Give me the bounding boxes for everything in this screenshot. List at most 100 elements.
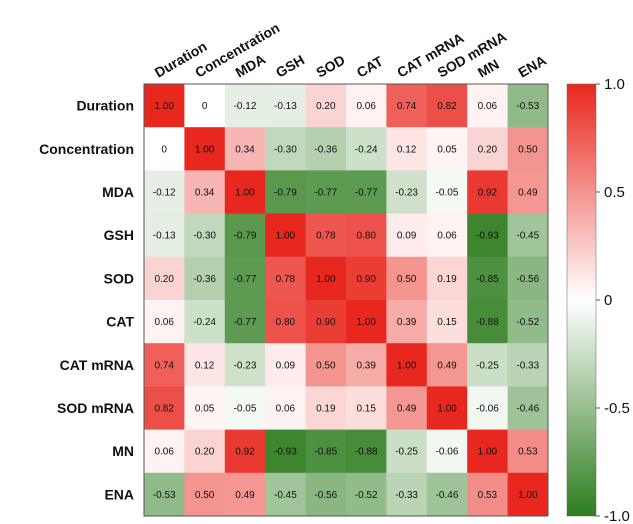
heatmap-cell — [224, 127, 266, 171]
heatmap-cell — [426, 256, 468, 301]
cell-value-label: -0.85 — [476, 274, 499, 285]
cell-value-label: 0.78 — [316, 231, 336, 242]
heatmap-cell — [346, 84, 387, 128]
column-label: ENA — [515, 52, 549, 81]
heatmap-cell — [184, 213, 226, 258]
cell-value-label: -0.30 — [193, 231, 216, 242]
cell-value-label: 0.53 — [478, 490, 498, 501]
heatmap-cell — [346, 429, 387, 474]
cell-value-label: 1.00 — [154, 101, 174, 112]
heatmap-cell — [346, 386, 387, 430]
cell-value-label: -0.52 — [516, 317, 539, 328]
cell-value-label: 0.06 — [154, 447, 174, 458]
heatmap-cell — [467, 84, 508, 128]
cell-value-label: 0.34 — [195, 188, 215, 199]
heatmap-cell — [507, 170, 549, 214]
heatmap-cell — [144, 429, 185, 474]
heatmap-cell — [346, 213, 387, 258]
colorbar-tick-label: 0.5 — [604, 184, 625, 201]
heatmap-cell — [224, 256, 266, 301]
heatmap-cell — [346, 170, 387, 214]
heatmap-cell — [507, 84, 549, 128]
heatmap-cell — [184, 170, 226, 214]
heatmap-cell — [265, 300, 306, 344]
colorbar — [566, 83, 597, 517]
heatmap-cell — [224, 84, 266, 128]
row-label: Concentration — [39, 141, 134, 157]
cell-value-label: -0.46 — [516, 404, 539, 415]
cell-value-label: -0.45 — [516, 231, 539, 242]
cell-value-label: 0.09 — [397, 231, 417, 242]
row-label: CAT mRNA — [60, 357, 134, 373]
cell-value-label: 0.49 — [235, 490, 255, 501]
heatmap-cell — [426, 300, 468, 344]
cell-value-label: 0.90 — [316, 317, 336, 328]
heatmap-cell — [467, 300, 508, 344]
heatmap-cell — [467, 472, 508, 517]
cell-value-label: 0.12 — [397, 144, 417, 155]
heatmap-cell — [305, 343, 347, 387]
heatmap-cell — [184, 256, 226, 301]
heatmap-cell — [184, 84, 226, 128]
heatmap-cell — [265, 256, 306, 301]
cell-value-label: -0.77 — [234, 317, 257, 328]
cell-value-label: 0.49 — [518, 188, 538, 199]
cell-value-label: -0.23 — [395, 188, 418, 199]
cell-value-label: 0.80 — [356, 231, 376, 242]
heatmap-cell — [184, 472, 226, 517]
heatmap-cell — [305, 84, 347, 128]
heatmap-cell — [386, 213, 428, 258]
cell-value-label: 0.74 — [397, 101, 417, 112]
heatmap-cell — [346, 472, 387, 517]
heatmap-cell — [144, 213, 185, 258]
heatmap-cell — [426, 170, 468, 214]
heatmap-cell — [184, 429, 226, 474]
cell-value-label: 0.06 — [154, 317, 174, 328]
heatmap-cell — [467, 256, 508, 301]
cell-value-label: 0.06 — [437, 231, 457, 242]
heatmap-cell — [265, 170, 306, 214]
heatmap-cell — [467, 429, 508, 474]
cell-value-label: 0.50 — [195, 490, 215, 501]
heatmap-cell — [467, 127, 508, 171]
colorbar-tick-label: -0.5 — [604, 400, 630, 417]
cell-value-label: 0.49 — [437, 360, 457, 371]
heatmap-cell — [184, 300, 226, 344]
cell-value-label: 1.00 — [235, 188, 255, 199]
heatmap-cell — [426, 429, 468, 474]
cell-value-label: 1.00 — [437, 404, 457, 415]
heatmap-cell — [346, 256, 387, 301]
column-label: GSH — [273, 52, 307, 81]
heatmap-cell — [507, 213, 549, 258]
heatmap-cell — [144, 84, 185, 128]
heatmap-cell — [507, 300, 549, 344]
column-label: SOD — [313, 52, 347, 81]
cell-value-label: 0.20 — [316, 101, 336, 112]
cell-value-label: 0.53 — [518, 447, 538, 458]
cell-value-label: -0.85 — [314, 447, 337, 458]
heatmap-cell — [507, 386, 549, 430]
cell-value-label: -0.25 — [395, 447, 418, 458]
cell-value-label: 0.80 — [276, 317, 296, 328]
heatmap-cell — [386, 256, 428, 301]
cell-value-label: -0.12 — [153, 188, 176, 199]
colorbar-tick-label: 0 — [604, 292, 612, 309]
cell-value-label: -0.06 — [436, 447, 459, 458]
cell-value-label: 0.50 — [397, 274, 417, 285]
heatmap-cell — [265, 84, 306, 128]
heatmap-cell — [265, 429, 306, 474]
cell-value-label: 1.00 — [356, 317, 376, 328]
cell-value-label: 0.50 — [316, 360, 336, 371]
cell-value-label: -0.05 — [234, 404, 257, 415]
colorbar-tick-label: -1.0 — [604, 508, 630, 524]
heatmap-cell — [184, 127, 226, 171]
heatmap-cell — [426, 213, 468, 258]
heatmap-cell — [467, 213, 508, 258]
cell-value-label: 0.34 — [235, 144, 255, 155]
cell-value-label: 1.00 — [316, 274, 336, 285]
cell-value-label: -0.13 — [153, 231, 176, 242]
cell-value-label: -0.53 — [153, 490, 176, 501]
heatmap-cell — [346, 343, 387, 387]
cell-value-label: -0.79 — [234, 231, 257, 242]
cell-value-label: 0.19 — [316, 404, 336, 415]
